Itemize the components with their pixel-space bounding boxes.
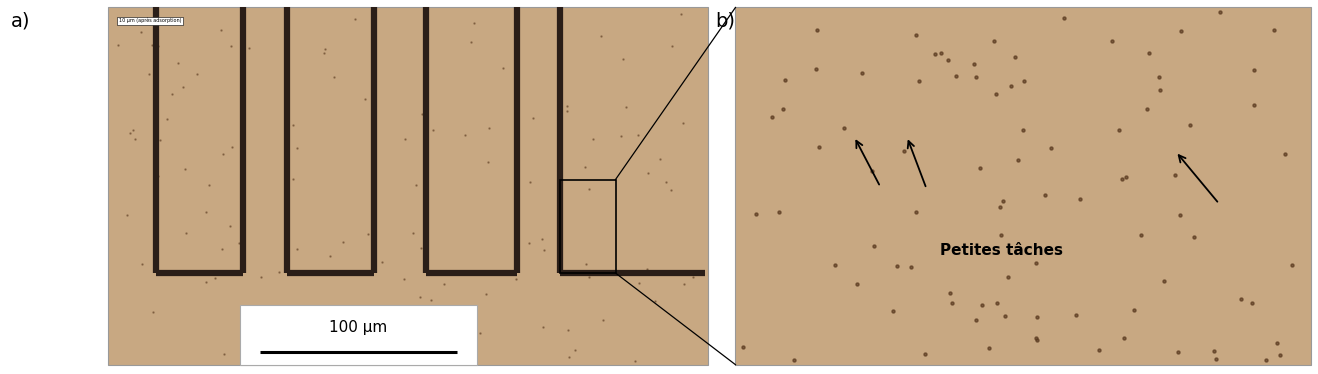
Text: b): b) bbox=[716, 11, 735, 30]
Bar bbox=[560, 180, 616, 273]
Bar bbox=[108, 7, 708, 365]
Text: a): a) bbox=[11, 11, 30, 30]
Text: 100 μm: 100 μm bbox=[330, 320, 387, 335]
Bar bbox=[240, 305, 477, 365]
Text: Petites tâches: Petites tâches bbox=[940, 243, 1064, 258]
Text: 10 μm (après adsorption): 10 μm (après adsorption) bbox=[119, 18, 181, 24]
Bar bbox=[735, 7, 1311, 365]
